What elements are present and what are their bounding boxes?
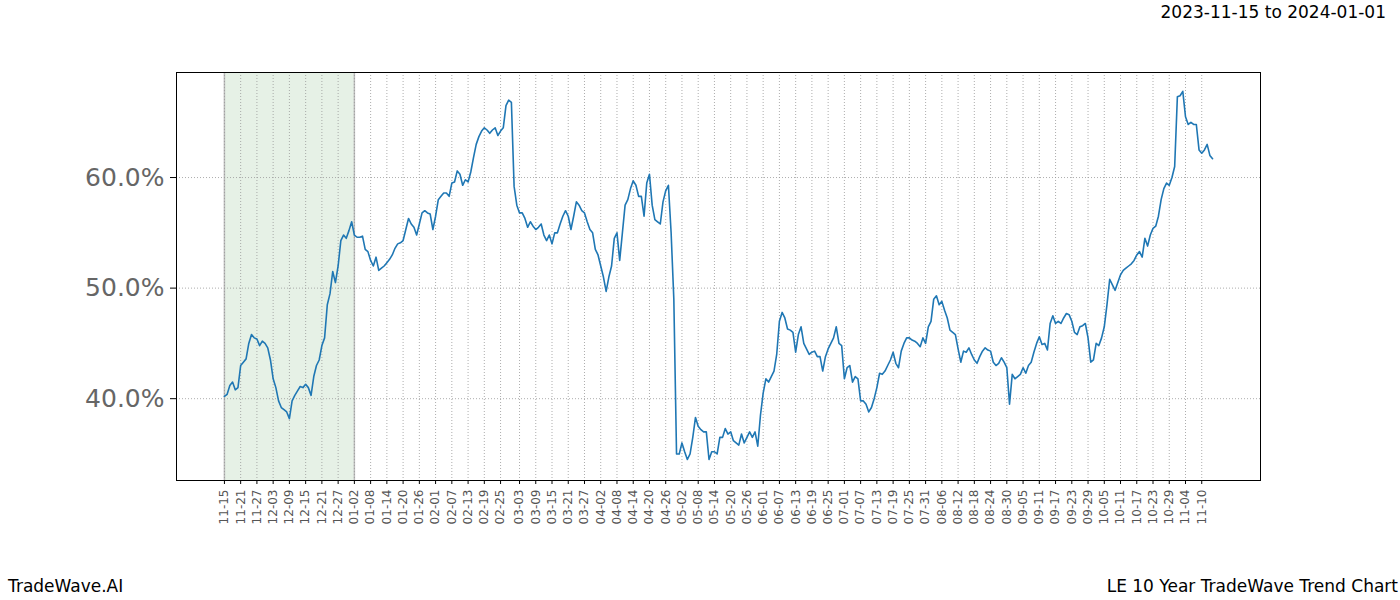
- svg-text:07-19: 07-19: [886, 490, 900, 525]
- svg-text:03-15: 03-15: [545, 490, 559, 525]
- svg-text:12-15: 12-15: [298, 490, 312, 525]
- svg-text:02-01: 02-01: [428, 490, 442, 525]
- svg-text:08-24: 08-24: [983, 490, 997, 525]
- svg-text:08-12: 08-12: [951, 490, 965, 525]
- svg-text:06-25: 06-25: [821, 490, 835, 525]
- svg-text:02-19: 02-19: [477, 490, 491, 525]
- svg-text:09-23: 09-23: [1065, 490, 1079, 525]
- svg-text:01-14: 01-14: [380, 490, 394, 525]
- html-text:LE 10 Year TradeWave Trend Cha: LE 10 Year TradeWave Trend Chart: [1106, 576, 1398, 596]
- svg-text:08-18: 08-18: [967, 490, 981, 525]
- svg-text:09-05: 09-05: [1016, 490, 1030, 525]
- svg-text:08-30: 08-30: [1000, 490, 1014, 525]
- svg-text:07-01: 07-01: [837, 490, 851, 525]
- svg-text:04-14: 04-14: [626, 490, 640, 525]
- svg-text:10-11: 10-11: [1113, 490, 1127, 525]
- svg-text:05-14: 05-14: [707, 490, 721, 525]
- html-text:2023-11-15 to 2024-01-01: 2023-11-15 to 2024-01-01: [1160, 2, 1386, 22]
- svg-text:40.0%: 40.0%: [85, 384, 164, 413]
- svg-text:06-19: 06-19: [805, 490, 819, 525]
- svg-text:01-08: 01-08: [363, 490, 377, 525]
- svg-text:03-09: 03-09: [529, 490, 543, 525]
- svg-text:50.0%: 50.0%: [85, 273, 164, 302]
- svg-text:09-29: 09-29: [1081, 490, 1095, 525]
- svg-text:04-26: 04-26: [659, 490, 673, 525]
- svg-text:07-31: 07-31: [918, 490, 932, 525]
- svg-text:12-09: 12-09: [282, 490, 296, 525]
- svg-text:11-10: 11-10: [1195, 490, 1209, 525]
- html-text:TradeWave.AI: TradeWave.AI: [8, 576, 124, 596]
- svg-text:05-02: 05-02: [675, 490, 689, 525]
- svg-text:04-08: 04-08: [610, 490, 624, 525]
- svg-text:12-27: 12-27: [331, 490, 345, 525]
- svg-text:60.0%: 60.0%: [85, 163, 164, 192]
- svg-text:03-03: 03-03: [512, 490, 526, 525]
- svg-text:10-29: 10-29: [1162, 490, 1176, 525]
- svg-text:07-13: 07-13: [870, 490, 884, 525]
- svg-text:08-06: 08-06: [935, 490, 949, 525]
- svg-text:06-01: 06-01: [756, 490, 770, 525]
- svg-text:05-08: 05-08: [691, 490, 705, 525]
- svg-text:12-21: 12-21: [315, 490, 329, 525]
- svg-text:10-17: 10-17: [1130, 490, 1144, 525]
- svg-text:06-13: 06-13: [788, 490, 802, 525]
- svg-text:02-25: 02-25: [493, 490, 507, 525]
- svg-text:01-02: 01-02: [347, 490, 361, 525]
- svg-text:03-27: 03-27: [577, 490, 591, 525]
- svg-text:01-26: 01-26: [412, 490, 426, 525]
- svg-text:06-07: 06-07: [772, 490, 786, 525]
- svg-text:10-23: 10-23: [1146, 490, 1160, 525]
- svg-text:07-07: 07-07: [853, 490, 867, 525]
- svg-text:02-07: 02-07: [445, 490, 459, 525]
- svg-text:09-11: 09-11: [1032, 490, 1046, 525]
- svg-text:05-26: 05-26: [740, 490, 754, 525]
- svg-text:04-20: 04-20: [642, 490, 656, 525]
- svg-text:12-03: 12-03: [266, 490, 280, 525]
- svg-text:04-02: 04-02: [594, 490, 608, 525]
- svg-text:01-20: 01-20: [396, 490, 410, 525]
- svg-text:10-05: 10-05: [1097, 490, 1111, 525]
- svg-text:11-15: 11-15: [217, 490, 231, 525]
- svg-text:07-25: 07-25: [902, 490, 916, 525]
- svg-text:11-21: 11-21: [234, 490, 248, 525]
- svg-text:11-27: 11-27: [250, 490, 264, 525]
- svg-text:05-20: 05-20: [724, 490, 738, 525]
- svg-text:03-21: 03-21: [561, 490, 575, 525]
- svg-text:09-17: 09-17: [1048, 490, 1062, 525]
- svg-text:02-13: 02-13: [461, 490, 475, 525]
- svg-text:11-04: 11-04: [1178, 490, 1192, 525]
